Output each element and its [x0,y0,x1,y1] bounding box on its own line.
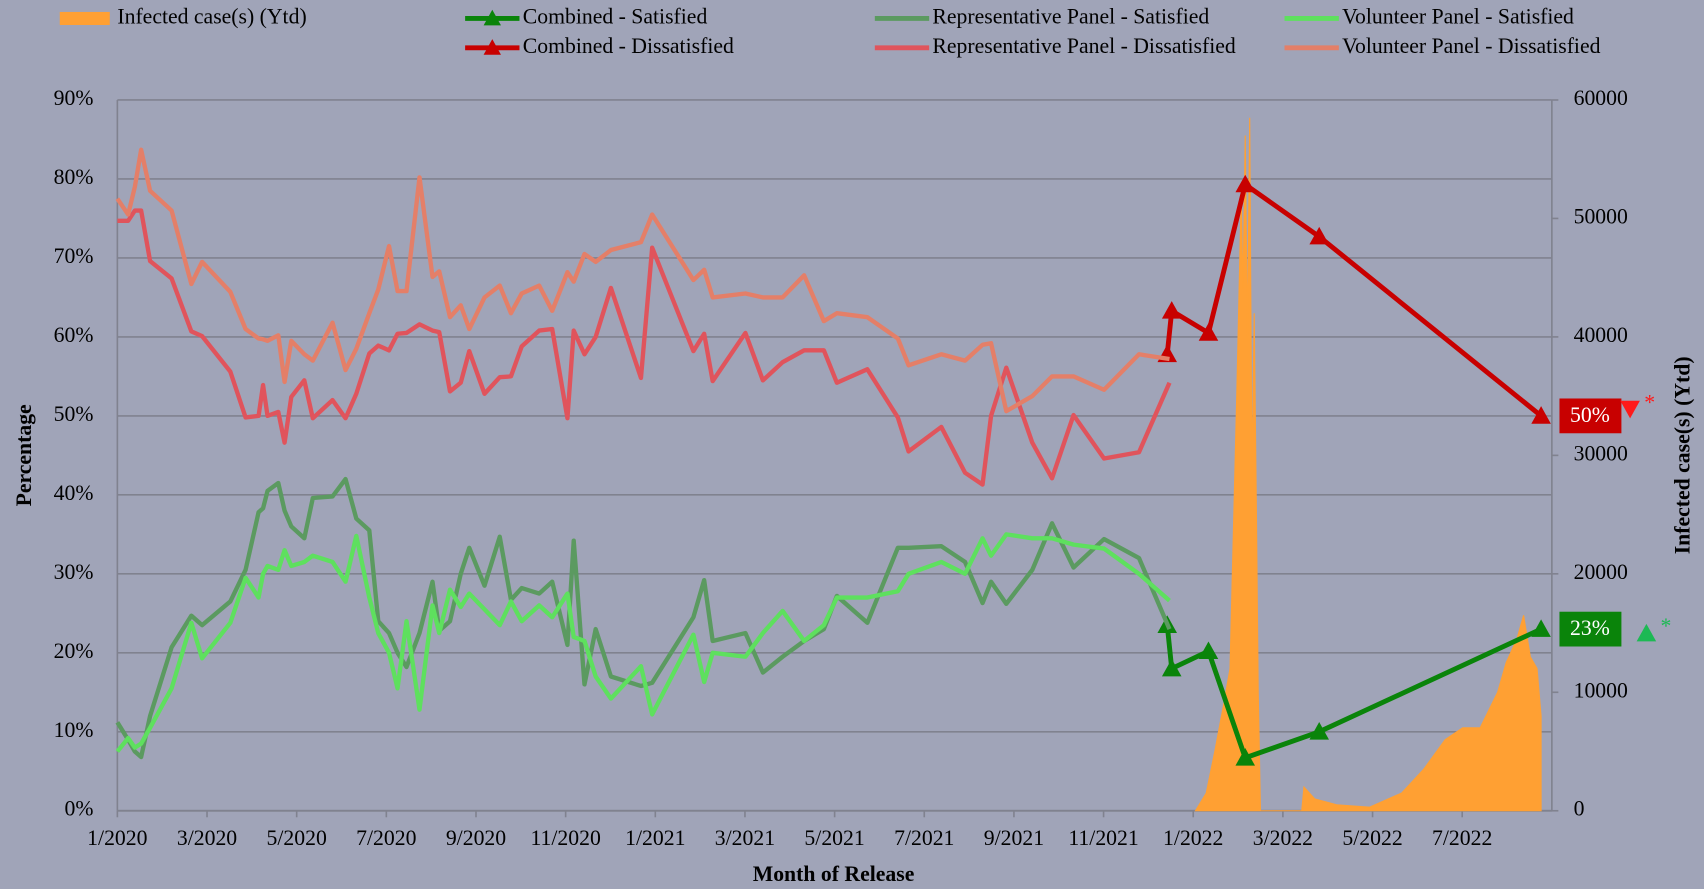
x-tick-label: 7/2021 [894,826,954,850]
legend-label: Volunteer Panel - Satisfied [1342,4,1574,28]
x-tick-label: 3/2021 [715,826,775,850]
line [117,208,1172,487]
marker [1198,641,1219,660]
y-tick-label: 80% [54,165,94,189]
marker [1309,226,1329,245]
legend-label: Combined - Dissatisfied [523,34,734,58]
marker [1235,748,1256,766]
x-tick-label: 1/2020 [87,826,147,850]
area [1194,117,1542,812]
legend-label: Infected case(s) (Ytd) [117,4,306,28]
y-tick-label: 90% [54,86,94,110]
x-tick-label: 5/2021 [804,826,864,850]
x-tick-label: 9/2021 [984,826,1044,850]
y2-axis-title: Infected case(s) (Ytd) [1670,356,1694,554]
x-axis-title: Month of Release [753,862,915,886]
y-tick-label: 70% [54,244,94,268]
legend-label: Volunteer Panel - Dissatisfied [1342,34,1600,58]
x-tick-label: 1/2021 [625,826,685,850]
legend-label: Representative Panel - Satisfied [932,4,1209,28]
legend-label: Combined - Satisfied [523,4,708,28]
y2-tick-label: 60000 [1574,86,1628,110]
marker [1161,301,1182,319]
marker [1161,658,1182,677]
annotation: * [1661,614,1672,638]
y2-tick-label: 20000 [1574,560,1628,584]
y-tick-label: 60% [54,323,94,347]
y-tick-label: 10% [54,718,94,742]
x-tick-label: 3/2020 [177,826,237,850]
annotation: * [1644,390,1655,414]
line [115,476,1172,760]
line [115,147,1170,414]
x-tick-label: 5/2022 [1342,826,1402,850]
y-tick-label: 50% [54,402,94,426]
value-label: 23% [1570,616,1610,640]
marker [1531,619,1551,637]
legend-swatch [59,11,110,25]
value-label-box [1559,398,1622,434]
annotation-symbol [1636,623,1657,642]
y2-tick-label: 10000 [1574,678,1628,702]
y2-tick-label: 0 [1574,797,1585,821]
y-tick-label: 20% [54,639,94,663]
x-tick-label: 5/2020 [267,826,327,850]
y2-tick-label: 40000 [1574,323,1628,347]
legend-marker [483,39,501,55]
legend-marker [483,9,501,26]
y-tick-label: 40% [54,481,94,505]
line [115,532,1171,753]
annotation-symbol [1620,400,1640,419]
x-tick-label: 7/2022 [1432,826,1492,850]
y2-tick-label: 50000 [1574,204,1628,228]
marker [1235,174,1256,193]
marker [1198,323,1219,341]
x-tick-label: 11/2021 [1068,826,1138,850]
x-tick-label: 7/2020 [356,826,416,850]
y-axis-title: Percentage [12,404,36,506]
x-tick-label: 9/2020 [446,826,506,850]
y2-tick-label: 30000 [1574,441,1628,465]
x-tick-label: 1/2022 [1163,826,1223,850]
y-tick-label: 0% [65,797,94,821]
legend-label: Representative Panel - Dissatisfied [932,34,1236,58]
marker [1309,721,1329,740]
x-tick-label: 3/2022 [1253,826,1313,850]
y-tick-label: 30% [54,560,94,584]
x-tick-label: 11/2020 [530,826,601,850]
value-label: 50% [1570,403,1610,427]
marker [1531,406,1551,424]
value-label-box [1559,611,1622,647]
